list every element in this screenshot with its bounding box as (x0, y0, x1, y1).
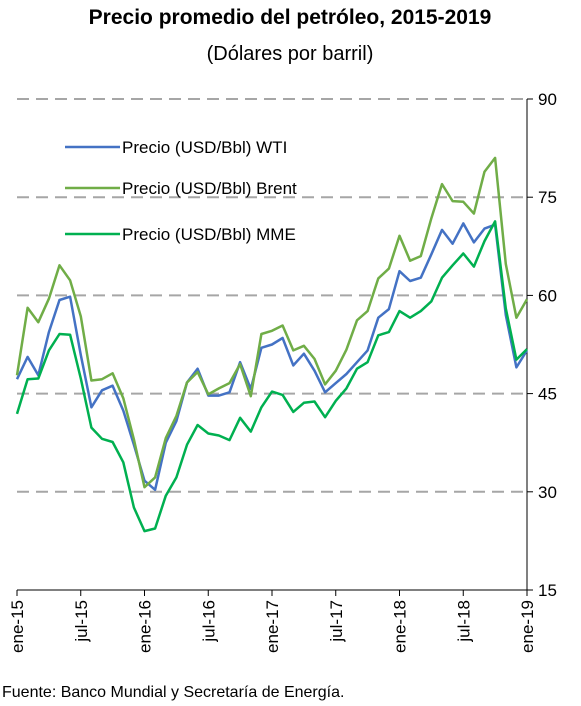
y-tick-label: 15 (538, 581, 557, 600)
x-tick-label: ene-19 (518, 600, 537, 653)
series-line (15, 222, 529, 492)
x-tick-label: jul-15 (72, 600, 91, 643)
x-tick-label: ene-15 (8, 600, 27, 653)
y-tick-label: 45 (538, 385, 557, 404)
chart-subtitle: (Dólares por barril) (207, 43, 374, 65)
y-tick-label: 60 (538, 286, 557, 305)
x-tick-label: ene-17 (263, 600, 282, 653)
y-tick-label: 30 (538, 483, 557, 502)
source-note: Fuente: Banco Mundial y Secretaría de En… (2, 684, 344, 701)
series-line (15, 156, 529, 489)
x-tick-label: ene-16 (136, 600, 155, 653)
chart-title: Precio promedio del petróleo, 2015-2019 (89, 6, 492, 29)
y-tick-label: 75 (538, 188, 557, 207)
legend-label: Precio (USD/Bbl) MME (122, 225, 296, 244)
x-tick-label: jul-16 (199, 600, 218, 643)
legend-label: Precio (USD/Bbl) Brent (122, 179, 297, 198)
x-tick-label: jul-17 (327, 600, 346, 643)
x-tick-label: jul-18 (454, 600, 473, 643)
x-tick-label: ene-18 (391, 600, 410, 653)
legend-label: Precio (USD/Bbl) WTI (122, 138, 287, 157)
series-line (15, 220, 528, 533)
y-tick-label: 90 (538, 90, 557, 109)
